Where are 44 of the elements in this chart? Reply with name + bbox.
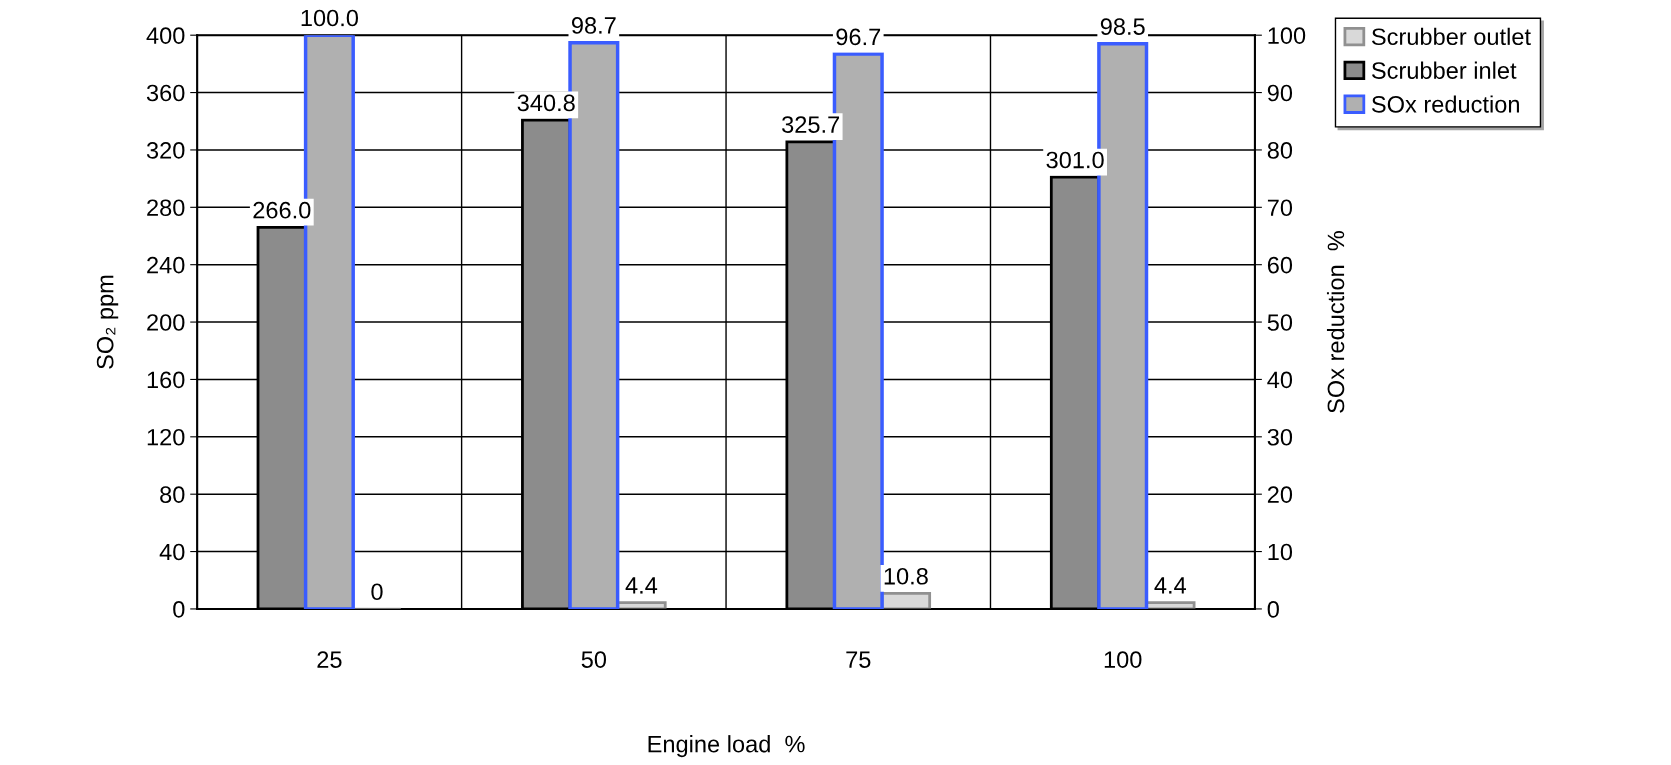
- data-label: 266.0: [253, 201, 311, 219]
- data-label: 10.8: [884, 567, 928, 585]
- y2-tick-label: 0: [1267, 601, 1279, 618]
- data-label: 340.8: [517, 94, 575, 112]
- data-label: 100.0: [301, 9, 359, 27]
- y-tick-label: 240: [147, 256, 185, 274]
- legend-label: Scrubber outlet: [1371, 27, 1531, 46]
- x-tick-label: 100: [1104, 651, 1142, 668]
- y-tick-label: 360: [146, 84, 185, 102]
- legend-label: SOx reduction: [1371, 95, 1519, 113]
- y-tick-label: 0: [173, 601, 185, 618]
- y2-tick-label: 20: [1267, 486, 1293, 503]
- data-label: 4.4: [1154, 577, 1187, 594]
- x-tick-label: 50: [581, 651, 607, 668]
- y2-tick-label: 100: [1268, 27, 1306, 44]
- y2-tick-label: 50: [1267, 314, 1293, 331]
- data-label: 96.7: [836, 28, 881, 46]
- y-tick-label: 320: [146, 142, 185, 159]
- data-label: 301.0: [1046, 151, 1104, 169]
- x-axis-title: Engine load %: [648, 735, 805, 758]
- y-tick-label: 400: [146, 27, 185, 44]
- y-tick-label: 120: [147, 428, 185, 446]
- y-tick-label: 280: [147, 199, 185, 217]
- y2-tick-label: 10: [1268, 543, 1293, 561]
- y-tick-label: 160: [147, 371, 185, 389]
- y2-tick-label: 30: [1267, 428, 1293, 446]
- y2-tick-label: 80: [1267, 142, 1293, 159]
- x-tick-label: 25: [317, 651, 342, 668]
- y2-tick-label: 70: [1267, 199, 1293, 217]
- y-tick-label: 40: [159, 543, 185, 561]
- x-tick-label: 75: [846, 651, 871, 668]
- y2-tick-label: 60: [1267, 256, 1293, 274]
- data-label: 98.5: [1100, 18, 1145, 35]
- data-label: 0: [371, 583, 383, 601]
- y2-axis-title: SOx reduction %: [1326, 231, 1345, 413]
- y-axis-title: SO₂ ppm: [96, 275, 119, 369]
- legend-label: Scrubber inlet: [1371, 61, 1517, 79]
- y-tick-label: 80: [160, 486, 185, 503]
- data-label: 4.4: [625, 577, 658, 594]
- y2-tick-label: 90: [1267, 84, 1293, 102]
- y-tick-label: 200: [147, 314, 185, 331]
- data-label: 98.7: [571, 17, 616, 34]
- data-label: 325.7: [782, 116, 840, 133]
- y2-tick-label: 40: [1267, 371, 1293, 389]
